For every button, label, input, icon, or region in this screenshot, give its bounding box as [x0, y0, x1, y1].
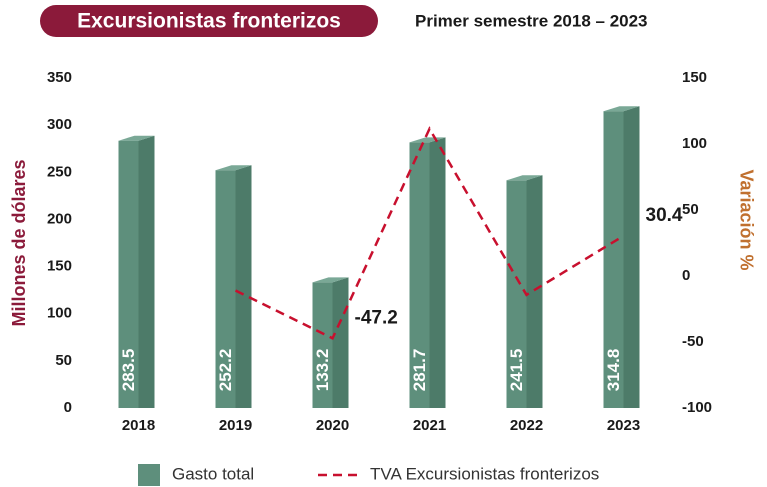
y-tick-label: 200 — [47, 210, 72, 227]
line-series — [234, 126, 625, 340]
bar-side — [138, 135, 155, 408]
bar-side — [526, 175, 543, 408]
y2-tick-label: 0 — [682, 267, 690, 284]
bar-value-label: 252.2 — [216, 349, 235, 392]
bar-front — [603, 111, 624, 408]
y2-tick-label: -50 — [682, 333, 704, 350]
bar-value-label: 241.5 — [507, 349, 526, 392]
legend-swatch — [138, 464, 160, 486]
bar-value-label: 281.7 — [410, 349, 429, 392]
bar-side — [623, 106, 640, 408]
bar-value-label: 314.8 — [604, 349, 623, 392]
bar-top — [215, 165, 252, 171]
line-value-label: -47.2 — [355, 307, 398, 328]
bar-front — [215, 170, 236, 408]
bar-top — [603, 106, 640, 112]
bar-top — [312, 277, 349, 283]
chart-subtitle: Primer semestre 2018 – 2023 — [415, 11, 648, 30]
x-tick-label: 2021 — [413, 417, 446, 434]
bar-side — [332, 277, 349, 408]
bar-top — [118, 135, 155, 141]
title-pill — [40, 5, 378, 37]
x-tick-label: 2018 — [122, 417, 155, 434]
legend-label: Gasto total — [172, 464, 254, 483]
bar-top — [506, 175, 543, 181]
y-tick-label: 0 — [64, 399, 72, 416]
bar-value-label: 133.2 — [313, 349, 332, 392]
chart-title: Excursionistas fronterizos — [77, 10, 341, 33]
y-tick-label: 50 — [55, 352, 72, 369]
y2-tick-label: -100 — [682, 399, 712, 416]
line-value-label: 30.4 — [646, 205, 683, 226]
bar-side — [235, 165, 252, 408]
y-tick-label: 350 — [47, 69, 72, 86]
y-tick-label: 250 — [47, 163, 72, 180]
y-tick-label: 300 — [47, 116, 72, 133]
bar-front — [506, 180, 527, 408]
y2-tick-label: 50 — [682, 201, 699, 218]
y-tick-label: 100 — [47, 305, 72, 322]
x-tick-label: 2019 — [219, 417, 252, 434]
y2-tick-label: 150 — [682, 69, 707, 86]
bar-front — [312, 282, 333, 408]
legend-label: TVA Excursionistas fronterizos — [370, 464, 599, 483]
bar-side — [429, 137, 446, 408]
y-tick-label: 150 — [47, 258, 72, 275]
bar-front — [118, 140, 139, 408]
y2-axis-label: Variación % — [736, 169, 756, 270]
y2-tick-label: 100 — [682, 135, 707, 152]
x-tick-label: 2020 — [316, 417, 349, 434]
bar-value-label: 283.5 — [119, 349, 138, 392]
bar-front — [409, 142, 430, 408]
x-tick-label: 2022 — [510, 417, 543, 434]
y-axis-label: Millones de dólares — [9, 159, 29, 326]
x-tick-label: 2023 — [607, 417, 640, 434]
